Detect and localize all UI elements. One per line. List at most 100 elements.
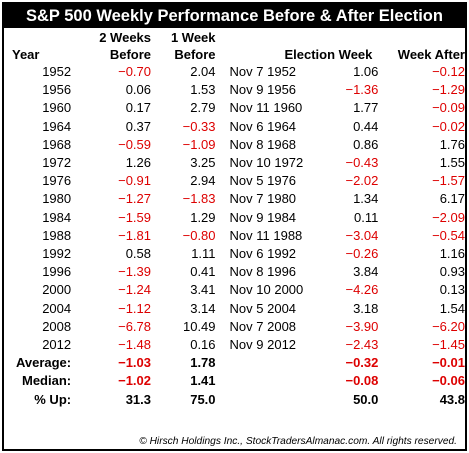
summary-one-week-cell: 75.0 (190, 391, 216, 407)
summary-election-cell: −0.08 (345, 373, 379, 389)
one-week-before-cell: −0.33 (182, 118, 216, 134)
election-date-cell: Nov 11 1988 (229, 227, 303, 243)
table-row: 1976 −0.91 2.94 Nov 5 1976 −2.02 −1.57 (4, 172, 465, 190)
two-weeks-before-cell: −1.24 (118, 282, 152, 298)
week-after-cell: −6.20 (432, 318, 465, 334)
week-after-cell: −2.09 (432, 209, 465, 225)
year-cell: 1960 (42, 100, 72, 116)
summary-row: Median: −1.02 1.41 −0.08 −0.06 (4, 372, 465, 390)
election-date-cell: Nov 5 2004 (229, 300, 297, 316)
summary-one-week-cell: 1.41 (190, 373, 216, 389)
election-week-cell: 1.34 (353, 191, 379, 207)
summary-election-cell: 50.0 (353, 391, 379, 407)
one-week-before-cell: 3.25 (190, 155, 216, 171)
election-date-cell: Nov 7 2008 (229, 318, 297, 334)
header-two-weeks-2: Before (109, 47, 152, 62)
two-weeks-before-cell: 0.17 (125, 100, 152, 116)
summary-label: Median: (21, 373, 72, 389)
table-title: S&P 500 Weekly Performance Before & Afte… (4, 4, 465, 28)
week-after-cell: −1.57 (432, 173, 465, 189)
election-date-cell: Nov 5 1976 (229, 173, 297, 189)
table-row: 1988 −1.81 −0.80 Nov 11 1988 −3.04 −0.54 (4, 227, 465, 245)
election-week-cell: 3.84 (353, 264, 379, 280)
summary-row: % Up: 31.3 75.0 50.0 43.8 (4, 391, 465, 409)
week-after-cell: 0.93 (439, 264, 465, 280)
election-week-cell: −0.26 (345, 246, 379, 262)
election-date-cell: Nov 7 1952 (229, 64, 297, 79)
year-cell: 1968 (42, 136, 72, 152)
election-week-cell: −1.36 (345, 82, 379, 98)
table-row: 2004 −1.12 3.14 Nov 5 2004 3.18 1.54 (4, 300, 465, 318)
one-week-before-cell: 1.53 (190, 82, 216, 98)
year-cell: 2004 (42, 300, 72, 316)
election-week-cell: −0.43 (345, 155, 379, 171)
year-cell: 1988 (42, 227, 72, 243)
table-row: 1952 −0.70 2.04 Nov 7 1952 1.06 −0.12 (4, 63, 465, 81)
two-weeks-before-cell: −0.70 (118, 64, 152, 79)
summary-two-weeks-cell: 31.3 (125, 391, 152, 407)
two-weeks-before-cell: 1.26 (125, 155, 152, 171)
two-weeks-before-cell: 0.37 (125, 118, 152, 134)
election-week-cell: 1.77 (353, 100, 379, 116)
one-week-before-cell: 2.94 (190, 173, 216, 189)
year-cell: 1980 (42, 191, 72, 207)
year-cell: 1964 (42, 118, 72, 134)
table-body: 1952 −0.70 2.04 Nov 7 1952 1.06 −0.12 1956 0.06… (4, 63, 465, 409)
one-week-before-cell: 2.79 (190, 100, 216, 116)
one-week-before-cell: −1.83 (182, 191, 216, 207)
two-weeks-before-cell: −0.59 (118, 136, 152, 152)
summary-week-after-cell: −0.01 (432, 355, 465, 371)
year-cell: 2012 (42, 337, 72, 353)
copyright-footer: © Hirsch Holdings Inc., StockTradersAlma… (139, 436, 457, 447)
election-week-cell: 0.44 (353, 118, 379, 134)
year-cell: 1996 (42, 264, 72, 280)
week-after-cell: 6.17 (439, 191, 465, 207)
table-row: 1996 −1.39 0.41 Nov 8 1996 3.84 0.93 (4, 263, 465, 281)
header-week-after: Week After (397, 47, 465, 62)
summary-one-week-cell: 1.78 (190, 355, 216, 371)
week-after-cell: −0.54 (432, 227, 465, 243)
summary-week-after-cell: 43.8 (439, 391, 465, 407)
two-weeks-before-cell: −6.78 (118, 318, 152, 334)
table-row: 1968 −0.59 −1.09 Nov 8 1968 0.86 1.76 (4, 136, 465, 154)
header-year: Year (12, 47, 40, 62)
year-cell: 1952 (42, 64, 72, 79)
table-row: 1984 −1.59 1.29 Nov 9 1984 0.11 −2.09 (4, 209, 465, 227)
two-weeks-before-cell: −1.12 (118, 300, 152, 316)
two-weeks-before-cell: −1.81 (118, 227, 152, 243)
election-date-cell: Nov 6 1964 (229, 118, 297, 134)
table-row: 2012 −1.48 0.16 Nov 9 2012 −2.43 −1.45 (4, 336, 465, 354)
election-week-cell: 1.06 (353, 64, 379, 79)
table-row: 1972 1.26 3.25 Nov 10 1972 −0.43 1.55 (4, 154, 465, 172)
election-week-cell: −3.90 (345, 318, 379, 334)
election-week-cell: 0.86 (353, 136, 379, 152)
two-weeks-before-cell: 0.58 (125, 246, 152, 262)
year-cell: 1972 (42, 155, 72, 171)
summary-label: Average: (15, 355, 72, 371)
week-after-cell: −1.29 (432, 82, 465, 98)
one-week-before-cell: 1.29 (190, 209, 216, 225)
one-week-before-cell: 0.16 (190, 337, 216, 353)
year-cell: 1976 (42, 173, 72, 189)
week-after-cell: −0.02 (432, 118, 465, 134)
election-week-cell: 3.18 (353, 300, 379, 316)
election-week-cell: −3.04 (345, 227, 379, 243)
summary-row: Average: −1.03 1.78 −0.32 −0.01 (4, 354, 465, 372)
two-weeks-before-cell: −1.59 (118, 209, 152, 225)
week-after-cell: 1.76 (439, 136, 465, 152)
election-week-cell: −2.43 (345, 337, 379, 353)
table-row: 1980 −1.27 −1.83 Nov 7 1980 1.34 6.17 (4, 190, 465, 208)
summary-two-weeks-cell: −1.02 (118, 373, 152, 389)
table-row: 2000 −1.24 3.41 Nov 10 2000 −4.26 0.13 (4, 281, 465, 299)
summary-label: % Up: (34, 391, 72, 407)
year-cell: 1956 (42, 82, 72, 98)
header-empty (4, 29, 71, 46)
one-week-before-cell: 10.49 (182, 318, 216, 334)
one-week-before-cell: 2.04 (190, 64, 216, 79)
election-date-cell: Nov 9 1984 (229, 209, 297, 225)
two-weeks-before-cell: −1.27 (118, 191, 152, 207)
week-after-cell: 0.13 (439, 282, 465, 298)
week-after-cell: −0.12 (432, 64, 465, 79)
week-after-cell: −0.09 (432, 100, 465, 116)
year-cell: 1992 (42, 246, 72, 262)
